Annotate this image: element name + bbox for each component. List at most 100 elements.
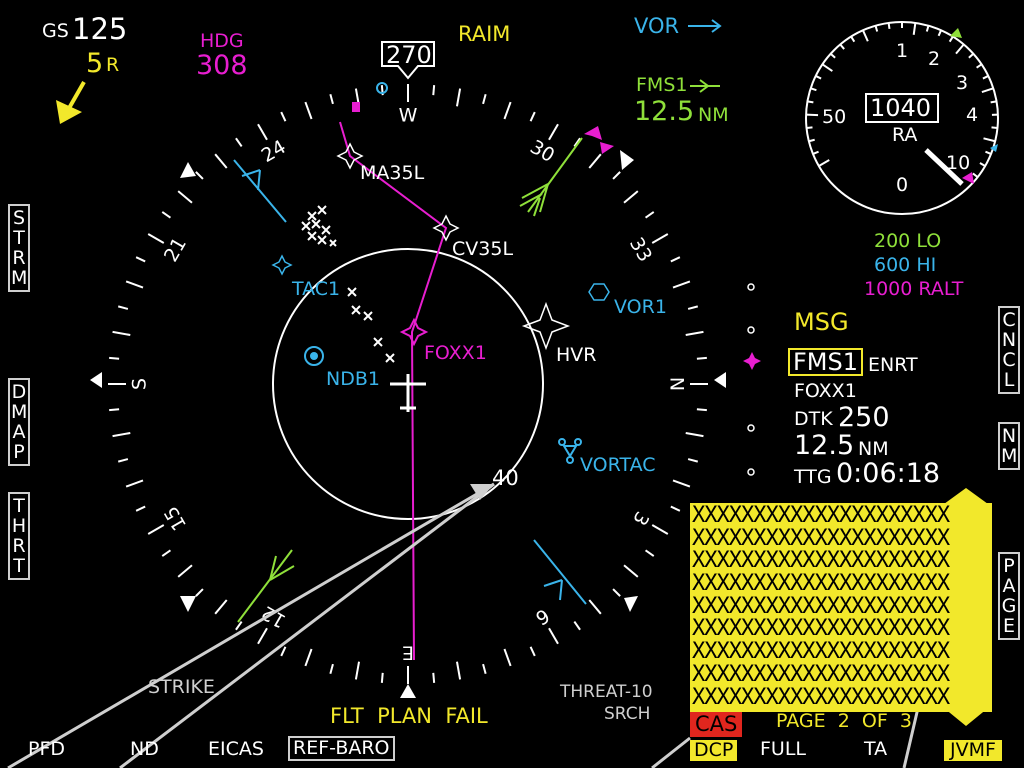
cas-row: XXXXXXXXXXXXXXXXXXXXX [692,573,950,596]
compass-tick [304,101,313,120]
compass-tick [672,479,691,488]
compass-label: 15 [160,502,191,534]
strike-label: STRIKE [148,676,215,698]
ra-label: RA [892,124,918,146]
vor-source-label: VOR [634,14,680,38]
compass-tick [651,524,669,535]
compass-label: 21 [160,234,191,266]
compass-tick [109,408,120,412]
heading-box-value: 270 [386,41,432,69]
compass-rose-ticks [108,84,708,684]
compass-tick [161,211,172,219]
compass-tick [529,646,536,657]
nd-button[interactable]: ND [130,738,159,760]
vor1-icon [588,283,610,301]
compass-tick [214,153,228,169]
cas-message-list[interactable]: XXXXXXXXXXXXXXXXXXXXX XXXXXXXXXXXXXXXXXX… [690,503,992,712]
compass-tick [573,137,581,148]
cas-row: XXXXXXXXXXXXXXXXXXXXX [692,505,950,528]
ma35l-waypoint-icon [336,142,364,170]
compass-tick [588,153,602,169]
compass-tick [280,111,287,122]
msg-annunciation[interactable]: MSG [794,308,849,336]
vor-arrow-icon [688,19,722,33]
compass-label: 3 [628,508,653,529]
cas-button[interactable]: CAS [690,712,743,737]
waypoint-cv35l-label: CV35L [452,238,514,260]
compass-tick [503,101,512,120]
cas-row: XXXXXXXXXXXXXXXXXXXXX [692,641,950,664]
ground-speed-value: 125 [72,12,128,46]
dcp-button[interactable]: DCP [690,740,738,761]
compass-tick [455,661,462,680]
compass-tick [125,280,144,289]
nav-distance-unit: NM [858,438,889,460]
hdg-label: HDG [200,30,244,52]
page-indicator: PAGE 2 OF 3 [776,710,912,732]
flight-phase: ENRT [868,354,918,376]
ra-scale-0: 0 [896,174,909,196]
ra-scale-10: 10 [946,152,971,174]
waypoint-vor1-label: VOR1 [614,296,667,318]
compass-tick [612,588,621,597]
dtk-value: 250 [838,402,890,433]
compass-tick [644,549,655,557]
waypoint-ma35l-label: MA35L [360,162,425,184]
range-ring [272,248,544,520]
compass-tick [482,93,487,105]
raim-annunciation: RAIM [458,22,511,46]
compass-tick [117,458,129,463]
cas-row: XXXXXXXXXXXXXXXXXXXXX [692,527,950,551]
compass-tick [455,88,462,107]
compass-tick [432,672,436,683]
full-button[interactable]: FULL [760,738,807,760]
compass-tick [670,505,681,512]
taws-button[interactable]: TA [864,738,888,760]
compass-tick [117,305,129,310]
ttg-label: TTG [794,466,832,488]
jvmf-button[interactable]: JVMF [944,740,1002,761]
cas-scroll-up-icon [944,488,988,504]
nav-source-box[interactable]: FMS1 [788,348,864,376]
compass-label: 30 [526,136,558,167]
compass-label: S [129,378,151,390]
compass-tick [125,479,144,488]
ttg-value: 0:06:18 [836,458,941,489]
minimum-hi: 600 HI [874,254,937,276]
compass-tick [573,620,581,631]
waypoint-hvr-label: HVR [556,344,597,366]
compass-tick [685,431,704,438]
minimum-lo: 200 LO [874,230,942,252]
fms-distance-value: 12.5 [634,96,695,127]
compass-tick [696,356,707,360]
compass-label: 24 [258,136,290,167]
dtk-label: DTK [794,408,833,430]
cas-row: XXXXXXXXXXXXXXXXXXXXX [692,618,950,642]
waypoint-foxx1-label: FOXX1 [424,342,487,364]
compass-tick [135,256,146,263]
compass-tick [482,663,487,675]
deviation-pointer-icon [743,352,761,370]
compass-tick [329,93,334,105]
eicas-button[interactable]: EICAS [208,738,264,760]
ref-baro-button[interactable]: REF-BARO [288,736,395,761]
compass-tick [588,599,602,615]
pfd-button[interactable]: PFD [28,738,66,760]
compass-tick [112,330,131,337]
compass-tick [329,663,334,675]
fms-distance-unit: NM [698,104,729,126]
compass-tick [687,305,699,310]
traffic-marks [301,205,395,363]
compass-tick [177,190,193,204]
route-line [339,121,448,661]
compass-tick [257,123,268,141]
cas-row: XXXXXXXXXXXXXXXXXXXXX [692,595,950,619]
cas-row: XXXXXXXXXXXXXXXXXXXXX [692,550,950,574]
fms-arrow-icon [690,79,720,93]
